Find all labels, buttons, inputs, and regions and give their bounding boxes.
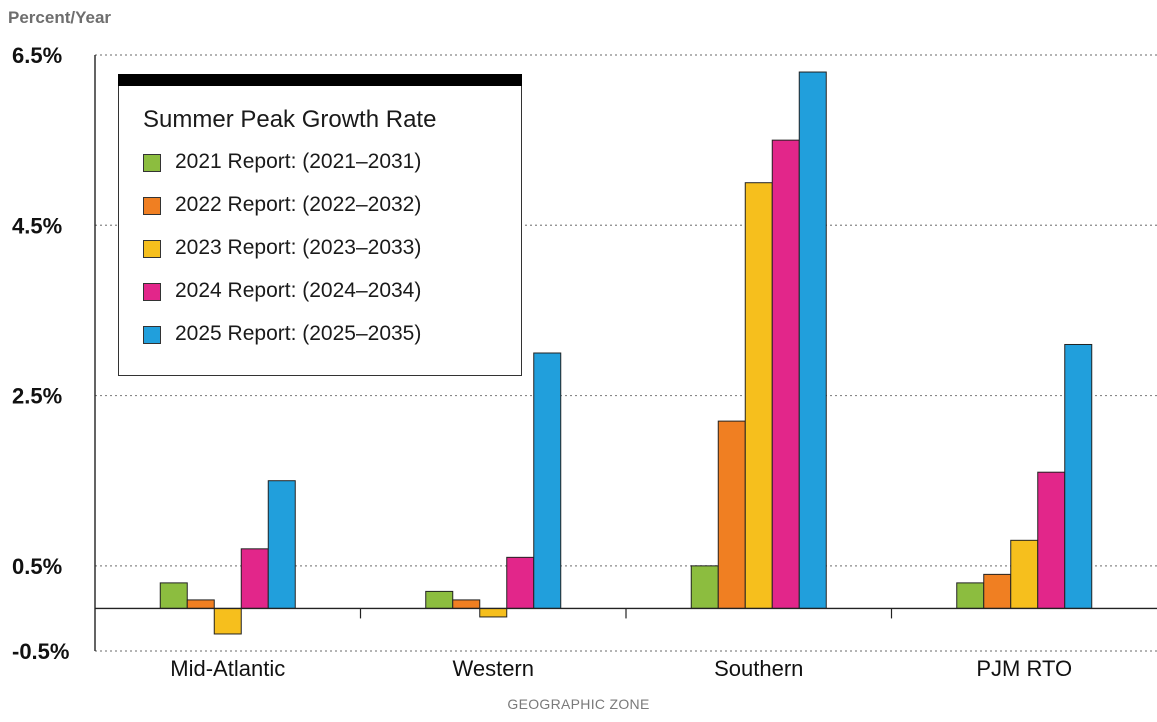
legend-swatch [143, 326, 161, 344]
bar [213, 607, 242, 635]
y-tick-label: 6.5% [12, 43, 62, 68]
y-tick-labels: 6.5% 4.5% 2.5% 0.5% -0.5% [12, 43, 69, 664]
bar [479, 607, 508, 618]
x-category-label: Mid-Atlantic [170, 656, 285, 681]
bar [744, 182, 773, 609]
bar [506, 556, 535, 609]
y-tick-label: 4.5% [12, 213, 62, 238]
legend-label: 2023 Report: (2023–2033) [175, 236, 422, 259]
bar [771, 139, 800, 609]
legend-label: 2024 Report: (2024–2034) [175, 279, 422, 302]
bars [159, 71, 1093, 635]
bar [798, 71, 827, 609]
legend-swatch [143, 197, 161, 215]
bar [1037, 471, 1066, 609]
bar [690, 565, 719, 609]
bar [186, 599, 215, 609]
legend-swatch [143, 283, 161, 301]
x-axis-label: GEOGRAPHIC ZONE [507, 696, 650, 712]
axes [94, 55, 1157, 651]
legend-title: Summer Peak Growth Rate [143, 106, 437, 133]
y-axis-label: Percent/Year [8, 8, 112, 27]
legend-header-bar [118, 74, 522, 86]
legend-label: 2025 Report: (2025–2035) [175, 322, 422, 345]
x-category-labels: Mid-Atlantic Western Southern PJM RTO [170, 656, 1072, 681]
y-tick-label: 2.5% [12, 384, 62, 409]
y-tick-label: -0.5% [12, 639, 69, 664]
x-category-label: Western [452, 656, 534, 681]
bar [267, 480, 296, 609]
bar [425, 590, 454, 609]
bar [717, 420, 746, 609]
legend: Summer Peak Growth Rate 2021 Report: (20… [118, 74, 522, 376]
bar [533, 352, 562, 609]
bar [1010, 539, 1039, 609]
y-tick-label: 0.5% [12, 554, 62, 579]
bar [159, 582, 188, 609]
bar [956, 582, 985, 609]
legend-swatch [143, 240, 161, 258]
legend-label: 2021 Report: (2021–2031) [175, 150, 422, 173]
legend-swatch [143, 154, 161, 172]
gridlines [95, 54, 1157, 652]
x-category-label: Southern [714, 656, 803, 681]
bar [983, 573, 1012, 609]
bar [1064, 343, 1093, 609]
bar [452, 599, 481, 609]
x-category-label: PJM RTO [976, 656, 1072, 681]
legend-label: 2022 Report: (2022–2032) [175, 193, 422, 216]
bar [240, 548, 269, 609]
